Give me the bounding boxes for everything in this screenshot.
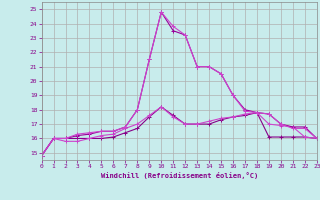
X-axis label: Windchill (Refroidissement éolien,°C): Windchill (Refroidissement éolien,°C)	[100, 172, 258, 179]
